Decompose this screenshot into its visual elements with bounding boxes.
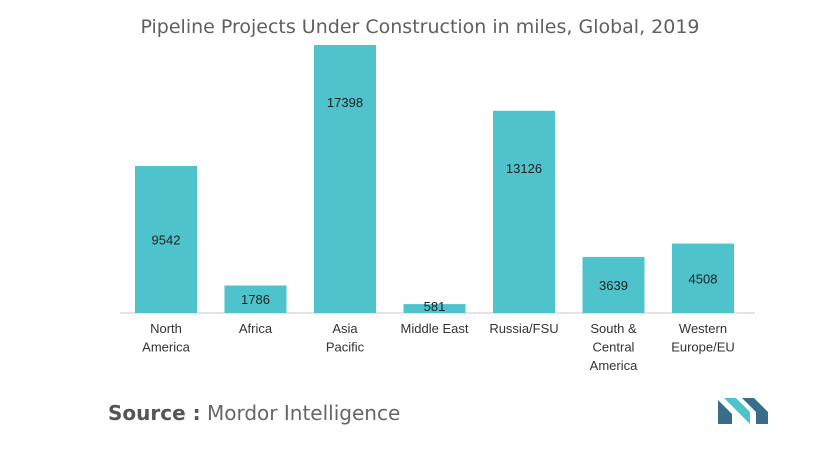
bar-4 [493,110,555,313]
bar-6 [672,243,734,313]
category-label-3: Middle East [401,321,469,336]
logo-left-shape [718,400,732,424]
value-labels-group: 9542 1786 17398 581 13126 3639 4508 [152,95,718,314]
value-label-4: 13126 [506,161,542,176]
value-label-6: 4508 [689,271,718,286]
category-labels-group: North America Africa Asia Pacific Middle East… [142,321,735,373]
value-label-2: 17398 [327,95,363,110]
bar-2 [314,45,376,313]
source-text: Mordor Intelligence [207,401,401,425]
value-label-5: 3639 [599,278,628,293]
source-label: Source : [108,401,201,425]
category-label-5: South & Central America [590,321,638,373]
value-label-3: 581 [424,299,446,314]
logo-right-shape [742,398,768,424]
category-label-6: Western Europe/EU [671,321,735,355]
bars-group [135,45,734,313]
bar-5 [582,256,645,313]
logo-middle-shape [724,398,750,424]
bar-0 [135,166,197,313]
mordor-logo-icon [718,398,768,424]
category-label-0: North America [142,321,190,355]
category-label-1: Africa [239,321,273,336]
bar-3 [403,304,466,313]
chart-title: Pipeline Projects Under Construction in … [140,16,699,38]
source-note: Source : Mordor Intelligence [108,401,400,425]
bar-1 [224,285,287,313]
value-label-1: 1786 [241,292,270,307]
category-label-4: Russia/FSU [489,321,558,336]
value-label-0: 9542 [152,233,181,248]
category-label-2: Asia Pacific [326,321,365,355]
